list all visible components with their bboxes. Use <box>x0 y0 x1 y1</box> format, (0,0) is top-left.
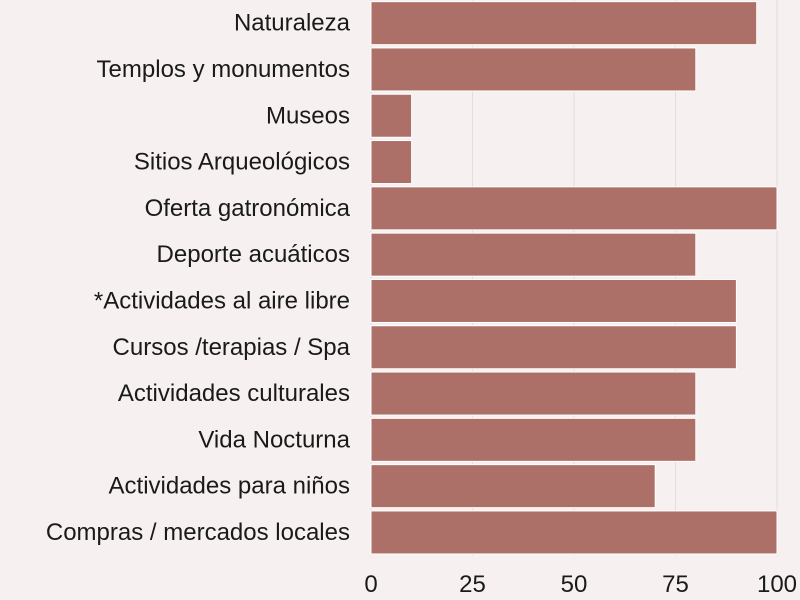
category-label: Vida Nocturna <box>198 426 350 453</box>
x-tick-label: 25 <box>459 571 486 598</box>
category-label: Compras / mercados locales <box>46 519 350 546</box>
category-labels: Naturaleza Templos y monumentos Museos Siti… <box>46 10 351 546</box>
grid-layer <box>370 0 778 556</box>
category-label: Deporte acuáticos <box>157 241 350 268</box>
x-tick-label: 0 <box>364 571 377 598</box>
x-tick-label: 50 <box>561 571 588 598</box>
bar <box>370 186 778 231</box>
category-label: Naturaleza <box>234 10 351 37</box>
x-axis-ticks: 0 25 50 75 100 <box>364 571 797 598</box>
bar <box>370 510 778 555</box>
bar-layer <box>370 1 778 555</box>
x-tick-label: 100 <box>757 571 797 598</box>
bar <box>370 47 697 92</box>
bar <box>370 140 413 185</box>
bar <box>370 93 413 138</box>
category-label: Actividades culturales <box>118 380 350 407</box>
category-label: Oferta gatronómica <box>145 195 351 222</box>
bar <box>370 232 697 277</box>
x-tick-label: 75 <box>662 571 689 598</box>
category-label: Templos y monumentos <box>97 56 350 83</box>
category-label: Actividades para niños <box>109 473 350 500</box>
category-label: Cursos /terapias / Spa <box>113 334 351 361</box>
bar <box>370 1 758 46</box>
bar <box>370 464 656 509</box>
category-label: Museos <box>266 102 350 129</box>
bar <box>370 278 737 323</box>
bar <box>370 325 737 370</box>
category-label: Sitios Arqueológicos <box>134 149 350 176</box>
bar <box>370 371 697 416</box>
bar <box>370 417 697 462</box>
category-label: *Actividades al aire libre <box>94 287 350 314</box>
